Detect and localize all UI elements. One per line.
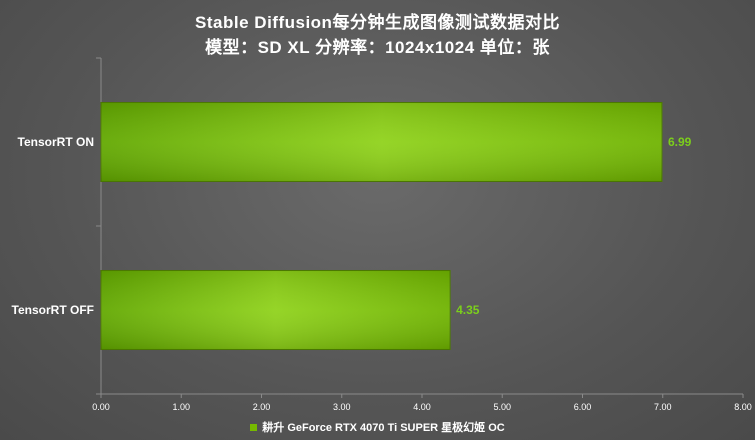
category-label: TensorRT OFF <box>12 303 94 317</box>
legend-label: 耕升 GeForce RTX 4070 Ti SUPER 星极幻姬 OC <box>262 422 505 434</box>
bar-shade <box>101 102 662 182</box>
legend-swatch <box>250 423 258 431</box>
x-tick-label: 8.00 <box>734 402 752 412</box>
x-tick-label: 6.00 <box>574 402 592 412</box>
legend: 耕升 GeForce RTX 4070 Ti SUPER 星极幻姬 OC <box>0 419 755 435</box>
x-tick-label: 3.00 <box>333 402 351 412</box>
category-label: TensorRT ON <box>18 135 94 149</box>
x-tick-label: 0.00 <box>92 402 110 412</box>
x-tick-label: 5.00 <box>493 402 511 412</box>
x-tick-label: 7.00 <box>654 402 672 412</box>
bar-shade <box>101 270 451 350</box>
x-tick-label: 1.00 <box>172 402 190 412</box>
x-tick-label: 2.00 <box>253 402 271 412</box>
data-label: 6.99 <box>668 135 692 149</box>
chart-title: Stable Diffusion每分钟生成图像测试数据对比 <box>195 13 560 32</box>
data-label: 4.35 <box>456 303 480 317</box>
x-tick-label: 4.00 <box>413 402 431 412</box>
chart-subtitle: 模型：SD XL 分辨率：1024x1024 单位：张 <box>205 38 550 57</box>
